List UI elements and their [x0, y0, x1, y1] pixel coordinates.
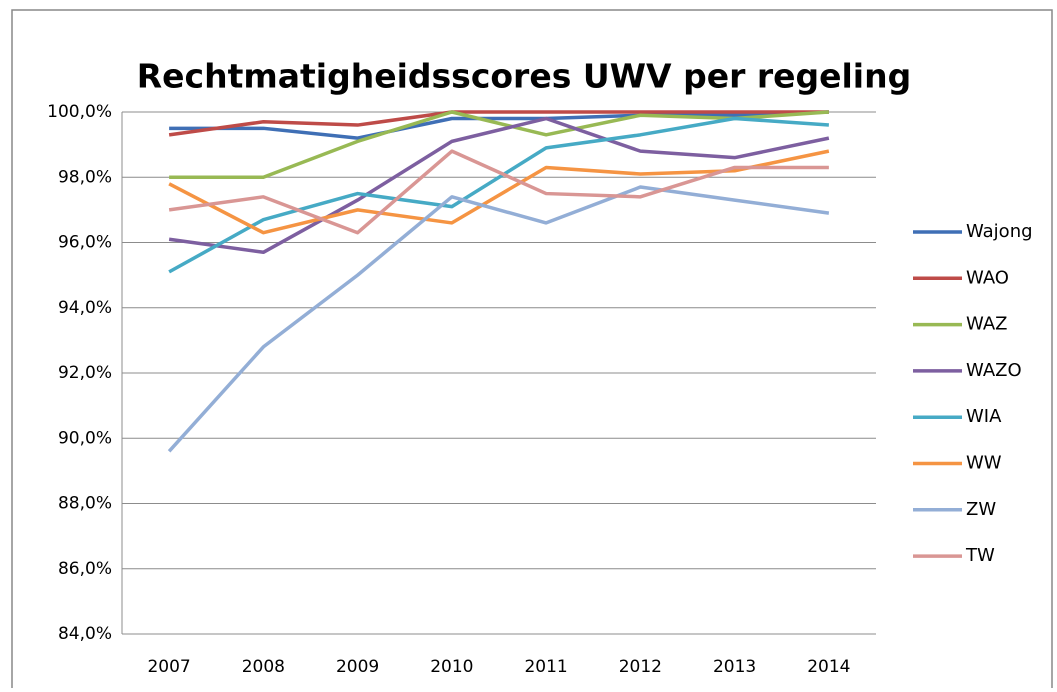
x-tick-label: 2012 [619, 657, 662, 677]
y-tick-label: 92,0% [58, 363, 112, 383]
series-line [167, 185, 830, 453]
legend-label: WAZO [966, 360, 1022, 381]
y-tick-label: 86,0% [58, 559, 112, 579]
legend-label: WAO [966, 267, 1009, 288]
legend-label: ZW [966, 499, 996, 520]
x-tick-label: 2013 [713, 657, 756, 677]
series-line [168, 149, 829, 235]
legend-label: TW [965, 545, 995, 566]
legend-label: WW [966, 453, 1002, 474]
series-line [168, 116, 830, 255]
x-tick-label: 2014 [807, 657, 850, 677]
series-line [169, 110, 829, 179]
y-tick-label: 96,0% [58, 233, 112, 253]
y-tick-label: 84,0% [58, 624, 112, 644]
x-tick-label: 2010 [430, 657, 473, 677]
y-tick-label: 100,0% [47, 102, 112, 122]
x-tick-label: 2007 [147, 657, 190, 677]
x-tick-label: 2011 [524, 657, 567, 677]
series-line [168, 116, 829, 274]
y-tick-label: 94,0% [58, 298, 112, 318]
y-tick-label: 88,0% [58, 494, 112, 514]
y-tick-label: 90,0% [58, 428, 112, 448]
series-line [168, 110, 829, 137]
x-tick-label: 2009 [336, 657, 379, 677]
chart-title: Rechtmatigheidsscores UWV per regeling [137, 57, 912, 96]
legend-label: Wajong [966, 221, 1033, 242]
legend-label: WIA [966, 406, 1002, 427]
series-line [169, 110, 829, 140]
legend-label: WAZ [966, 314, 1007, 335]
x-tick-label: 2008 [242, 657, 285, 677]
y-tick-label: 98,0% [58, 167, 112, 187]
